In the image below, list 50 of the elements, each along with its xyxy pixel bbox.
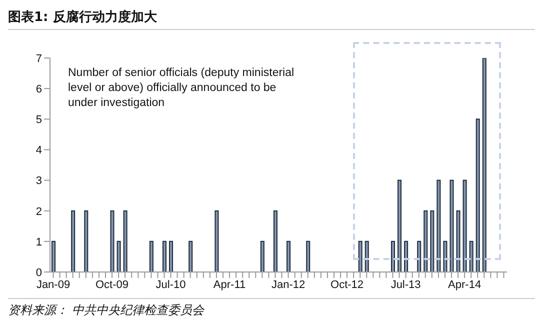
text: 资料来源： 中共中央纪律检查委员会 xyxy=(8,302,204,319)
y-tick-label: 6 xyxy=(36,83,42,96)
x-tick-label: Oct-09 xyxy=(96,278,129,291)
y-tick-label: 7 xyxy=(36,52,42,65)
x-tick-label: Jan-09 xyxy=(36,278,70,291)
y-tick-label: 1 xyxy=(36,236,42,248)
annotation: Number of senior officials (deputy ministerial level or above) officially announced to be under investigation xyxy=(68,66,296,111)
bar xyxy=(84,210,88,272)
bar xyxy=(188,240,193,272)
bar xyxy=(364,240,369,272)
bar xyxy=(430,210,434,272)
bar xyxy=(273,210,278,272)
x-tick-label: Apr-11 xyxy=(213,278,246,291)
bar xyxy=(116,240,121,272)
y-tick-label: 0 xyxy=(36,266,42,279)
bar xyxy=(286,240,291,272)
bar xyxy=(358,240,362,272)
bar xyxy=(398,180,402,272)
bar xyxy=(462,180,467,272)
bar xyxy=(417,240,422,272)
bar xyxy=(71,210,76,272)
bar xyxy=(404,240,408,272)
x-tick-label: Oct-12 xyxy=(330,278,364,291)
bar xyxy=(162,240,166,272)
bar xyxy=(52,240,56,272)
bar xyxy=(306,240,310,272)
bar xyxy=(260,240,264,272)
bar xyxy=(214,210,219,272)
bar xyxy=(123,210,128,272)
bar xyxy=(469,240,474,272)
bar xyxy=(456,210,460,272)
y-tick-label: 2 xyxy=(36,206,42,218)
y-tick-label: 3 xyxy=(36,175,42,188)
chart-title: 图表1: 反腐行动力度加大 xyxy=(8,8,157,26)
bar xyxy=(424,210,428,272)
bar xyxy=(149,240,154,272)
bar xyxy=(476,118,480,272)
y-tick-label: 5 xyxy=(36,114,42,126)
bar xyxy=(169,240,174,272)
bar xyxy=(390,240,395,272)
x-tick-label: Jul-10 xyxy=(156,278,186,291)
bar xyxy=(482,58,486,272)
x-tick-label: Apr-14 xyxy=(448,278,482,291)
bar xyxy=(110,210,114,272)
bar xyxy=(450,180,454,272)
x-tick-label: Jul-13 xyxy=(390,278,421,291)
bar xyxy=(436,180,441,272)
x-tick-label: Jan-12 xyxy=(271,278,306,291)
y-tick-label: 4 xyxy=(36,144,42,157)
bar xyxy=(443,240,448,272)
